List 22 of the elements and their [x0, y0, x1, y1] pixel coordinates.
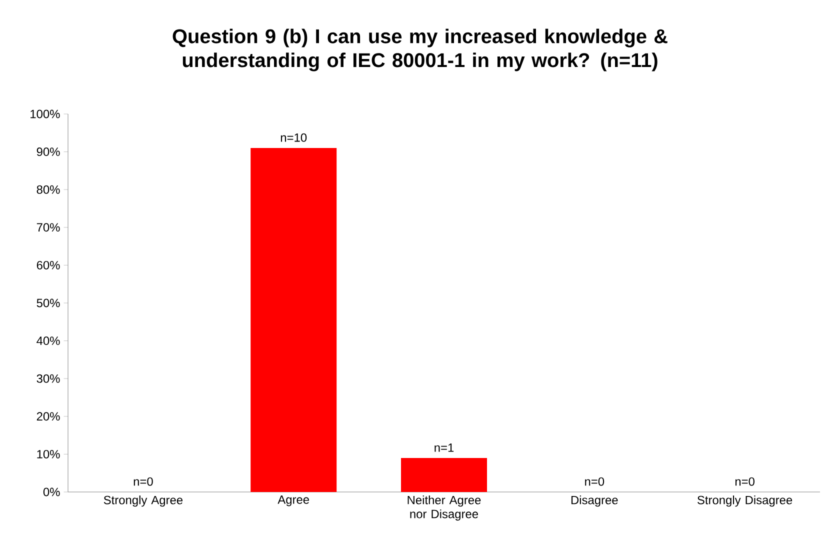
- y-tick-label: 80%: [36, 185, 60, 194]
- annotation: n=1: [434, 444, 454, 452]
- annotation: n=0: [585, 477, 604, 486]
- annotation: n=10: [280, 133, 307, 142]
- y-tick-label: 20%: [36, 412, 60, 421]
- annotation: n=0: [134, 477, 153, 486]
- annotation: n=0: [735, 477, 754, 486]
- y-tick-label: 90%: [36, 148, 60, 156]
- y-tick-label: 100%: [30, 110, 60, 118]
- y-tick-label: 40%: [36, 336, 60, 346]
- x-tick-label: Strongly Agree: [104, 496, 183, 507]
- x-tick-label: Disagree: [571, 496, 618, 507]
- chart-title: Question 9 (b) I can use my increased knowledge & understanding of IEC 80001-1 in my work? (n=11): [172, 28, 668, 72]
- y-tick-label: 70%: [36, 223, 60, 232]
- x-tick-label: Neither Agree nor Disagree: [408, 496, 481, 521]
- x-tick-label: Strongly Disagree: [698, 496, 792, 507]
- y-tick-label: 50%: [36, 298, 60, 308]
- y-tick-label: 10%: [37, 450, 60, 458]
- y-tick-label: 30%: [36, 374, 60, 383]
- x-tick-label: Agree: [278, 496, 310, 506]
- y-tick-label: 60%: [36, 260, 60, 270]
- y-tick-label: 0%: [43, 488, 60, 496]
